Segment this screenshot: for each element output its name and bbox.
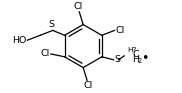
Text: H?: H?: [127, 47, 137, 53]
Text: Cl: Cl: [74, 2, 83, 11]
Text: •: •: [141, 52, 148, 65]
Text: 2: 2: [138, 58, 142, 64]
Text: Cl: Cl: [116, 26, 125, 35]
Text: S: S: [114, 55, 120, 64]
Text: Cl: Cl: [41, 49, 50, 58]
Text: Cl: Cl: [83, 81, 93, 90]
Text: H: H: [132, 55, 139, 64]
Text: C: C: [132, 50, 139, 59]
Text: S: S: [49, 20, 55, 29]
Text: HO: HO: [12, 36, 26, 45]
